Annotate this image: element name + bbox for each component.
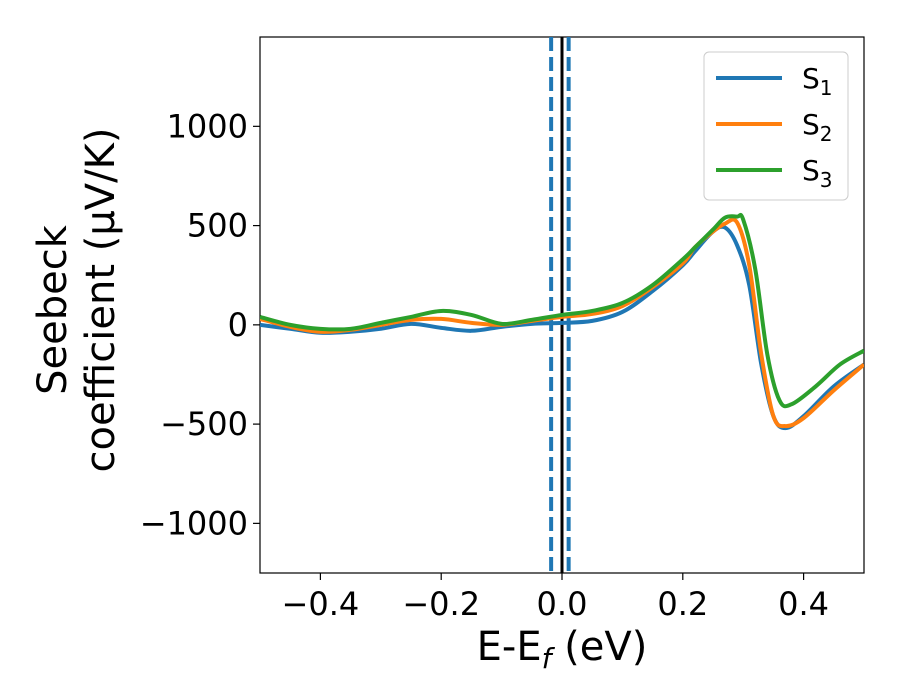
y-tick-label: 500 xyxy=(187,207,248,245)
x-tick-label: 0.4 xyxy=(778,585,829,623)
x-axis-ticks: −0.4 −0.2 0.0 0.2 0.4 xyxy=(282,573,829,623)
series-line-s3 xyxy=(260,212,864,409)
reference-lines xyxy=(549,37,571,573)
legend-label-s2: S2 xyxy=(802,108,833,146)
y-tick-label: 0 xyxy=(228,306,248,344)
x-tick-label: 0.0 xyxy=(537,585,588,623)
x-axis-label: E-Ef (eV) xyxy=(477,624,648,675)
y-tick-label: 1000 xyxy=(167,107,248,145)
y-axis-label-line2: coefficient (μV/K) xyxy=(78,128,124,473)
x-tick-label: −0.2 xyxy=(402,585,480,623)
y-tick-label: −500 xyxy=(160,405,248,443)
y-tick-label: −1000 xyxy=(140,504,248,542)
legend-label-s3: S3 xyxy=(802,154,833,192)
y-axis-label-line1: Seebeck xyxy=(30,224,76,395)
legend-label-s1: S1 xyxy=(802,62,833,100)
x-tick-label: 0.2 xyxy=(657,585,708,623)
x-tick-label: −0.4 xyxy=(282,585,360,623)
series-lines xyxy=(260,212,864,431)
y-axis-ticks: −1000 −500 0 500 1000 xyxy=(140,107,260,542)
legend: S1 S2 S3 xyxy=(703,51,849,201)
